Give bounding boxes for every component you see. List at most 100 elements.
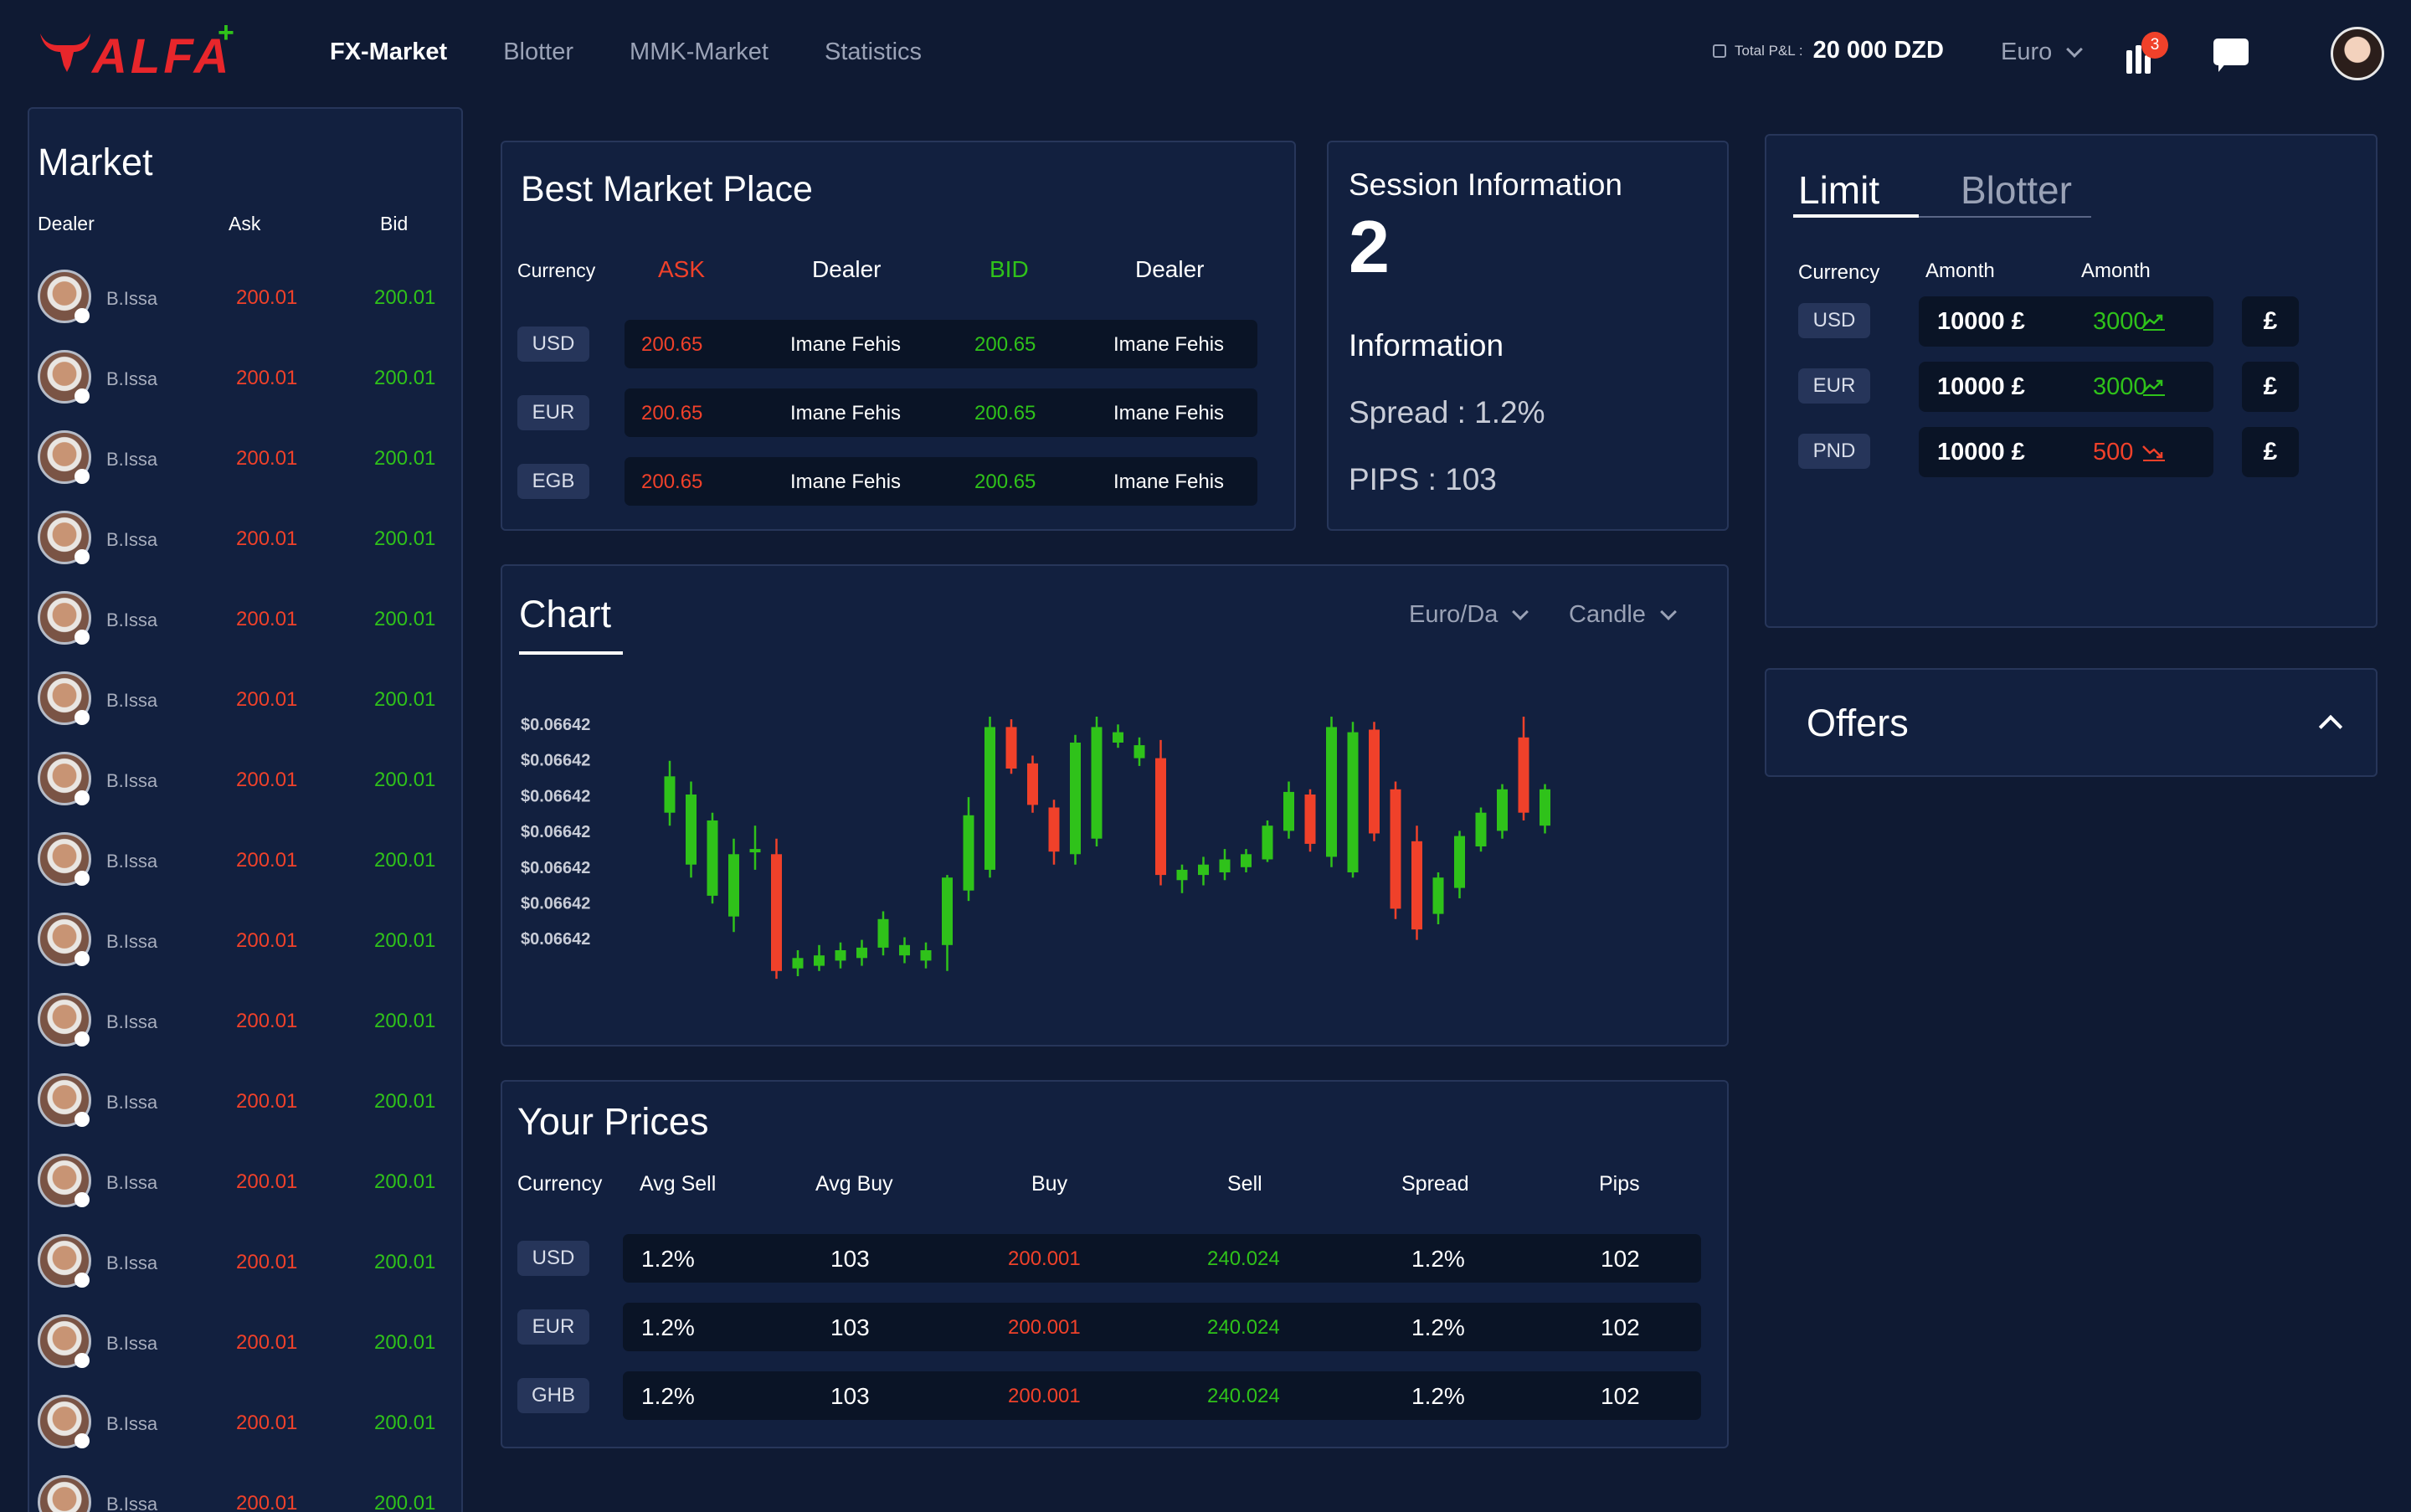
candle[interactable] bbox=[1262, 820, 1273, 862]
candle[interactable] bbox=[1540, 784, 1550, 834]
market-row[interactable]: B.Issa 200.01 200.01 bbox=[38, 1385, 456, 1465]
market-row[interactable]: B.Issa 200.01 200.01 bbox=[38, 742, 456, 822]
market-row[interactable]: B.Issa 200.01 200.01 bbox=[38, 260, 456, 340]
market-row[interactable]: B.Issa 200.01 200.01 bbox=[38, 581, 456, 661]
limit-amount-field[interactable]: 10000 £ 3000 bbox=[1919, 296, 2213, 347]
limit-amount-field[interactable]: 10000 £ 500 bbox=[1919, 427, 2213, 477]
candle-body bbox=[1091, 727, 1103, 839]
candle[interactable] bbox=[814, 944, 825, 971]
currency-symbol-button[interactable]: £ bbox=[2242, 427, 2299, 477]
candle[interactable] bbox=[835, 942, 846, 969]
price-row[interactable]: 1.2% 103 200.001 240.024 1.2% 102 bbox=[623, 1234, 1701, 1283]
candle[interactable] bbox=[1369, 722, 1380, 841]
nav-statistics[interactable]: Statistics bbox=[824, 39, 923, 65]
currency-symbol-button[interactable]: £ bbox=[2242, 362, 2299, 412]
candle[interactable] bbox=[1005, 719, 1017, 774]
candle[interactable] bbox=[899, 937, 910, 964]
candle[interactable] bbox=[1241, 849, 1252, 872]
candle[interactable] bbox=[686, 781, 697, 878]
candle[interactable] bbox=[1134, 737, 1145, 766]
tab-blotter[interactable]: Blotter bbox=[1961, 168, 2072, 212]
candlestick-chart[interactable]: $0.06642 $0.06642 $0.06642 $0.06642 $0.06642… bbox=[502, 566, 1727, 1045]
market-row[interactable]: B.Issa 200.01 200.01 bbox=[38, 1063, 456, 1144]
nav-blotter[interactable]: Blotter bbox=[503, 39, 574, 65]
avg-buy: 103 bbox=[830, 1246, 870, 1272]
candle[interactable] bbox=[1411, 825, 1422, 940]
main-nav: FX-Market Blotter MMK-Market Statistics bbox=[330, 39, 978, 66]
market-row[interactable]: B.Issa 200.01 200.01 bbox=[38, 340, 456, 420]
candle[interactable] bbox=[664, 760, 676, 826]
tab-limit[interactable]: Limit bbox=[1798, 168, 1880, 212]
candle[interactable] bbox=[707, 812, 718, 904]
activity-icon[interactable] bbox=[2123, 40, 2160, 74]
market-row[interactable]: B.Issa 200.01 200.01 bbox=[38, 661, 456, 742]
price-row[interactable]: 1.2% 103 200.001 240.024 1.2% 102 bbox=[623, 1371, 1701, 1420]
nav-mmk-market[interactable]: MMK-Market bbox=[630, 39, 769, 65]
market-panel: Market Dealer Ask Bid B.Issa 200.01 200.01… bbox=[28, 107, 463, 1512]
candle[interactable] bbox=[749, 825, 761, 870]
candle-body bbox=[1432, 877, 1444, 914]
chevron-up-icon[interactable] bbox=[2318, 714, 2343, 739]
best-market-row[interactable]: 200.65 Imane Fehis 200.65 Imane Fehis bbox=[625, 457, 1257, 506]
nav-fx-market[interactable]: FX-Market bbox=[330, 39, 448, 65]
chart-title[interactable]: Chart bbox=[519, 593, 612, 635]
limit-amount-field[interactable]: 10000 £ 3000 bbox=[1919, 362, 2213, 412]
market-row[interactable]: B.Issa 200.01 200.01 bbox=[38, 1144, 456, 1224]
candle[interactable] bbox=[877, 911, 889, 956]
ask-price: 200.01 bbox=[236, 527, 298, 550]
candle[interactable] bbox=[963, 797, 974, 902]
candle[interactable] bbox=[856, 939, 867, 966]
candle[interactable] bbox=[984, 717, 995, 878]
candle[interactable] bbox=[1326, 717, 1337, 867]
amount-value: 10000 £ bbox=[1937, 308, 2025, 335]
candle[interactable] bbox=[1304, 789, 1316, 852]
candle[interactable] bbox=[920, 942, 932, 969]
candle[interactable] bbox=[771, 838, 782, 980]
candle[interactable] bbox=[1475, 807, 1487, 852]
offers-panel[interactable]: Offers bbox=[1765, 668, 2378, 777]
price-row[interactable]: 1.2% 103 200.001 240.024 1.2% 102 bbox=[623, 1303, 1701, 1351]
market-row[interactable]: B.Issa 200.01 200.01 bbox=[38, 903, 456, 983]
candle[interactable] bbox=[1283, 781, 1294, 839]
market-row[interactable]: B.Issa 200.01 200.01 bbox=[38, 822, 456, 903]
candle[interactable] bbox=[728, 838, 739, 933]
spread: 1.2% bbox=[1411, 1246, 1465, 1272]
market-row[interactable]: B.Issa 200.01 200.01 bbox=[38, 983, 456, 1063]
candle[interactable] bbox=[792, 950, 804, 976]
candle[interactable] bbox=[1454, 831, 1465, 898]
candle[interactable] bbox=[1198, 856, 1209, 886]
pair-select[interactable]: Euro/Da bbox=[1409, 601, 1529, 629]
your-prices-panel: Your Prices Currency Avg Sell Avg Buy Bu… bbox=[501, 1080, 1729, 1448]
bull-icon bbox=[40, 33, 90, 72]
candle[interactable] bbox=[1176, 864, 1188, 893]
ask-price: 200.01 bbox=[236, 1251, 298, 1273]
logo-text: ALFA bbox=[92, 29, 233, 84]
currency-symbol-button[interactable]: £ bbox=[2242, 296, 2299, 347]
market-row[interactable]: B.Issa 200.01 200.01 bbox=[38, 420, 456, 501]
candle[interactable] bbox=[1390, 781, 1401, 919]
chat-icon[interactable] bbox=[2213, 39, 2249, 74]
market-row[interactable]: B.Issa 200.01 200.01 bbox=[38, 1304, 456, 1385]
candle[interactable] bbox=[1048, 800, 1060, 865]
best-market-row[interactable]: 200.65 Imane Fehis 200.65 Imane Fehis bbox=[625, 320, 1257, 368]
user-avatar[interactable] bbox=[2331, 27, 2384, 80]
candle[interactable] bbox=[1497, 784, 1508, 839]
bid-price: 200.01 bbox=[374, 1412, 436, 1434]
market-row[interactable]: B.Issa 200.01 200.01 bbox=[38, 1224, 456, 1304]
best-market-row[interactable]: 200.65 Imane Fehis 200.65 Imane Fehis bbox=[625, 388, 1257, 437]
market-row[interactable]: B.Issa 200.01 200.01 bbox=[38, 1465, 456, 1512]
candle[interactable] bbox=[1070, 734, 1081, 865]
candle[interactable] bbox=[1518, 717, 1529, 820]
market-row[interactable]: B.Issa 200.01 200.01 bbox=[38, 501, 456, 581]
alfa-logo[interactable]: ALFA + bbox=[39, 17, 239, 84]
candle[interactable] bbox=[1219, 849, 1231, 881]
candle[interactable] bbox=[1347, 722, 1359, 878]
currency-select[interactable]: Euro bbox=[2001, 39, 2084, 66]
candle[interactable] bbox=[1113, 724, 1123, 748]
candle[interactable] bbox=[1155, 739, 1166, 886]
candle[interactable] bbox=[1027, 755, 1038, 813]
candle[interactable] bbox=[942, 875, 953, 971]
candle[interactable] bbox=[1091, 717, 1103, 846]
chart-type-select[interactable]: Candle bbox=[1569, 601, 1677, 629]
candle[interactable] bbox=[1432, 872, 1444, 924]
